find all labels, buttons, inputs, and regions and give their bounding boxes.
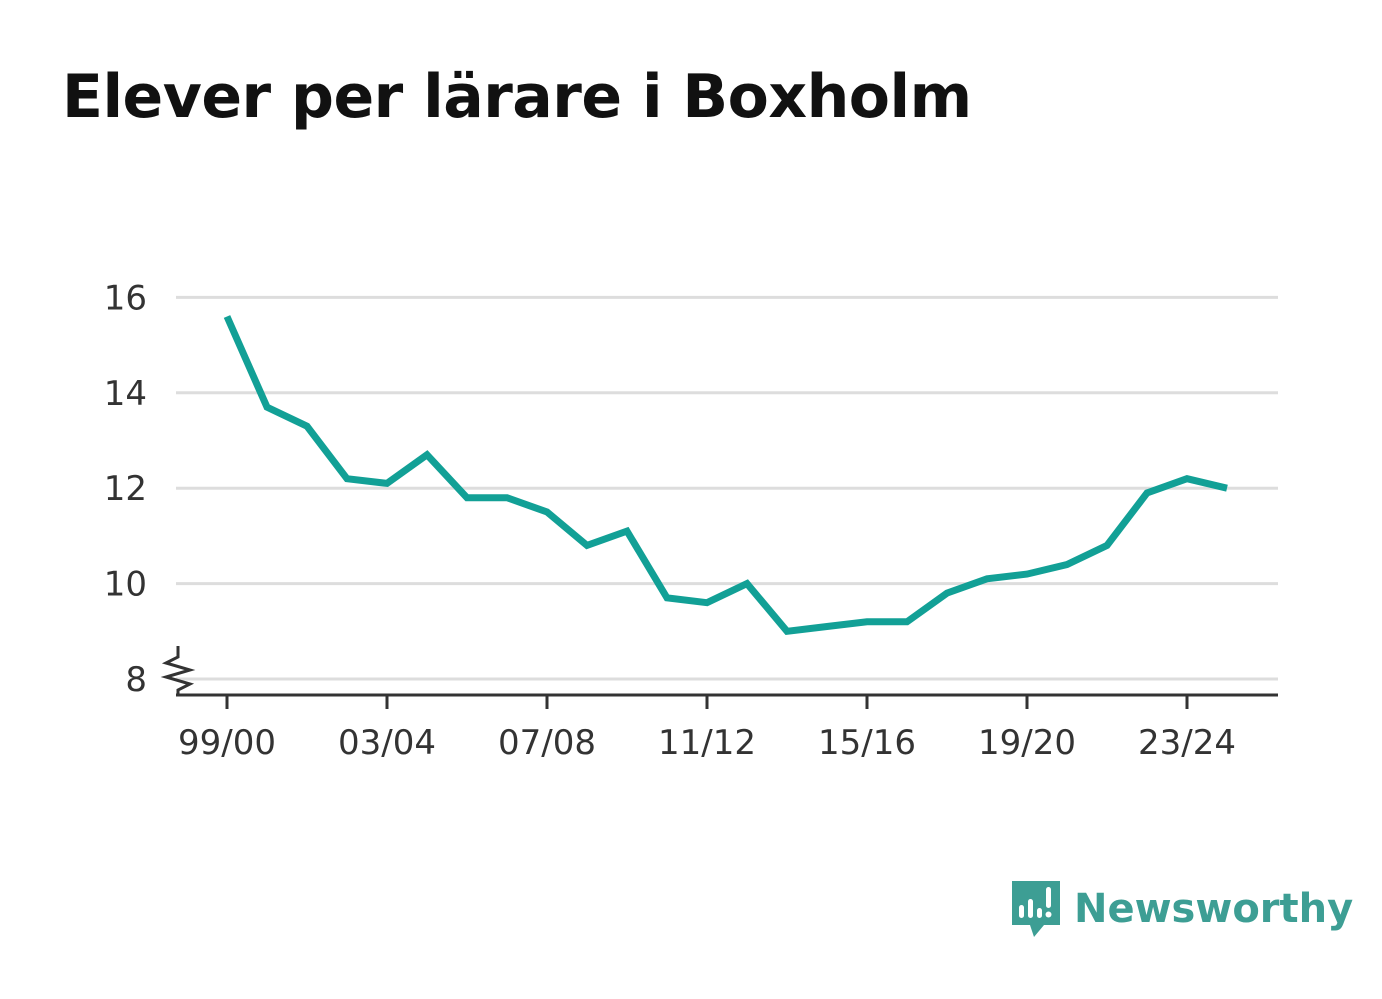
x-tick-label-03-04: 03/04 bbox=[338, 723, 436, 763]
x-tick-label-15-16: 15/16 bbox=[818, 723, 916, 763]
x-tick-label-19-20: 19/20 bbox=[978, 723, 1076, 763]
y-tick-label-12: 12 bbox=[104, 469, 147, 509]
x-tick-label-11-12: 11/12 bbox=[658, 723, 756, 763]
brand-name: Newsworthy bbox=[1074, 886, 1354, 932]
y-tick-label-10: 10 bbox=[104, 565, 147, 605]
x-tick-label-99-00: 99/00 bbox=[178, 723, 276, 763]
x-tick-label-07-08: 07/08 bbox=[498, 723, 596, 763]
series-layer bbox=[223, 315, 1228, 636]
tick-labels: 8 10 12 14 16 99/00 03/04 07/08 11/12 15/16 19/20 2… bbox=[104, 278, 1236, 763]
grid-lines bbox=[176, 295, 1278, 681]
y-tick-label-16: 16 bbox=[104, 278, 147, 318]
series-line-0 bbox=[223, 315, 1228, 636]
x-axis bbox=[160, 646, 1278, 709]
newsworthy-logo: Newsworthy bbox=[1010, 878, 1353, 940]
bar-chart-speech-bubble-icon bbox=[1012, 881, 1060, 937]
y-tick-label-8: 8 bbox=[125, 660, 147, 700]
page-title: Elever per lärare i Boxholm bbox=[62, 62, 972, 132]
y-tick-label-14: 14 bbox=[104, 374, 147, 414]
x-tick-label-23-24: 23/24 bbox=[1138, 723, 1236, 763]
y-axis-break-icon bbox=[160, 646, 196, 695]
